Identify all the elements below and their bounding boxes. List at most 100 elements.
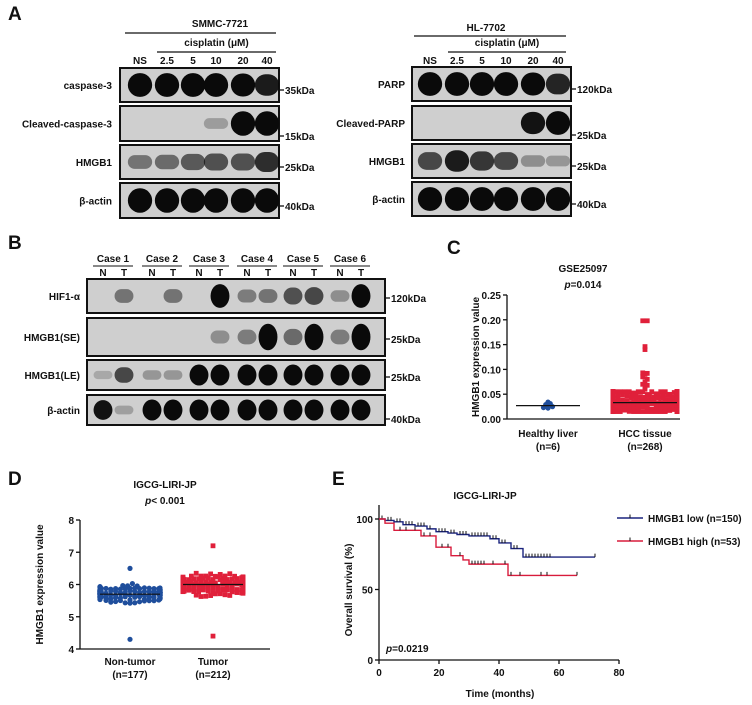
- data-point: [191, 585, 197, 590]
- lane-label: 2.5: [160, 56, 174, 67]
- protein-label: HMGB1: [369, 157, 406, 168]
- data-point: [651, 394, 657, 400]
- data-point: [649, 401, 655, 406]
- data-point: [642, 386, 648, 392]
- data-point: [629, 395, 634, 401]
- band: [417, 187, 443, 211]
- band: [351, 399, 371, 421]
- data-point: [640, 409, 646, 414]
- data-point: [227, 571, 233, 577]
- data-point: [205, 588, 211, 594]
- lane-type-label: N: [336, 268, 343, 279]
- data-point: [193, 592, 199, 598]
- y-tick-label: 0.25: [482, 291, 502, 302]
- lane-type-label: N: [195, 268, 202, 279]
- band: [417, 152, 443, 170]
- data-point: [151, 598, 157, 604]
- band: [180, 188, 206, 213]
- blot-3: [411, 181, 572, 217]
- data-point: [671, 402, 677, 408]
- lane-type-label: T: [217, 268, 223, 279]
- y-tick-label: 8: [68, 516, 74, 527]
- data-point: [635, 409, 641, 414]
- y-tick-label: 0: [367, 656, 373, 667]
- y-tick-label: 0.05: [482, 390, 502, 401]
- y-tick-label: 5: [68, 613, 74, 624]
- band: [180, 153, 206, 171]
- band: [237, 364, 257, 386]
- y-tick-label: 7: [68, 548, 74, 559]
- lane-type-label: N: [148, 268, 155, 279]
- band: [154, 188, 180, 213]
- y-tick-label: 6: [68, 581, 74, 592]
- data-point: [103, 585, 109, 592]
- case-label: Case 5: [287, 254, 320, 265]
- data-point: [626, 401, 632, 407]
- lane-type-label: T: [265, 268, 271, 279]
- data-point: [127, 588, 133, 594]
- marker-label: 120kDa: [577, 85, 612, 96]
- data-point: [671, 399, 677, 404]
- data-point: [644, 398, 650, 403]
- italic-p: p: [564, 280, 571, 291]
- data-point: [137, 586, 143, 592]
- blot-1: [411, 105, 572, 141]
- band: [237, 399, 257, 421]
- data-point: [113, 595, 119, 601]
- marker-label: 35kDa: [285, 86, 315, 97]
- data-point: [644, 376, 650, 382]
- data-point: [215, 574, 221, 580]
- band: [254, 152, 280, 172]
- lane-label: 10: [210, 56, 222, 67]
- data-point: [117, 597, 123, 604]
- data-point: [217, 591, 223, 597]
- band: [210, 284, 230, 308]
- data-point: [642, 379, 648, 385]
- legend-label: HMGB1 high (n=53): [648, 537, 741, 548]
- data-point: [210, 577, 216, 582]
- data-point: [644, 318, 650, 324]
- band: [469, 187, 495, 211]
- data-point: [626, 408, 632, 414]
- data-point: [132, 585, 138, 591]
- data-point: [208, 593, 213, 598]
- category-n-label: (n=212): [195, 670, 230, 681]
- band: [493, 152, 519, 170]
- data-point: [127, 636, 133, 642]
- protein-label: Cleaved-PARP: [336, 119, 405, 130]
- band: [351, 364, 371, 386]
- data-point: [656, 392, 661, 397]
- panel-label-d: D: [8, 469, 22, 490]
- data-point: [141, 588, 147, 595]
- band: [283, 364, 303, 386]
- x-tick-label: 0: [376, 668, 382, 679]
- data-point: [611, 395, 616, 401]
- y-tick-label: 100: [356, 515, 373, 526]
- legend-label: HMGB1 low (n=150): [648, 514, 742, 525]
- band: [444, 150, 470, 172]
- p-value: < 0.001: [151, 496, 185, 507]
- data-point: [222, 592, 228, 598]
- marker-label: 40kDa: [285, 202, 315, 213]
- data-point: [141, 598, 147, 604]
- chart-subtitle: p< 0.001: [144, 496, 185, 507]
- marker-label: 40kDa: [577, 200, 607, 211]
- band: [127, 73, 153, 97]
- category-n-label: (n=6): [536, 442, 560, 453]
- data-point: [622, 407, 628, 413]
- band: [203, 153, 229, 171]
- lane-type-label: N: [243, 268, 250, 279]
- band: [114, 405, 134, 415]
- data-point: [191, 576, 197, 582]
- data-point: [640, 318, 646, 324]
- lane-type-label: T: [358, 268, 364, 279]
- data-point: [157, 594, 163, 600]
- data-point: [660, 395, 666, 401]
- data-point: [669, 395, 675, 401]
- band: [154, 73, 180, 97]
- data-point: [644, 405, 650, 411]
- case-label: Case 6: [334, 254, 367, 265]
- lane-label: 40: [261, 56, 273, 67]
- data-point: [635, 405, 641, 411]
